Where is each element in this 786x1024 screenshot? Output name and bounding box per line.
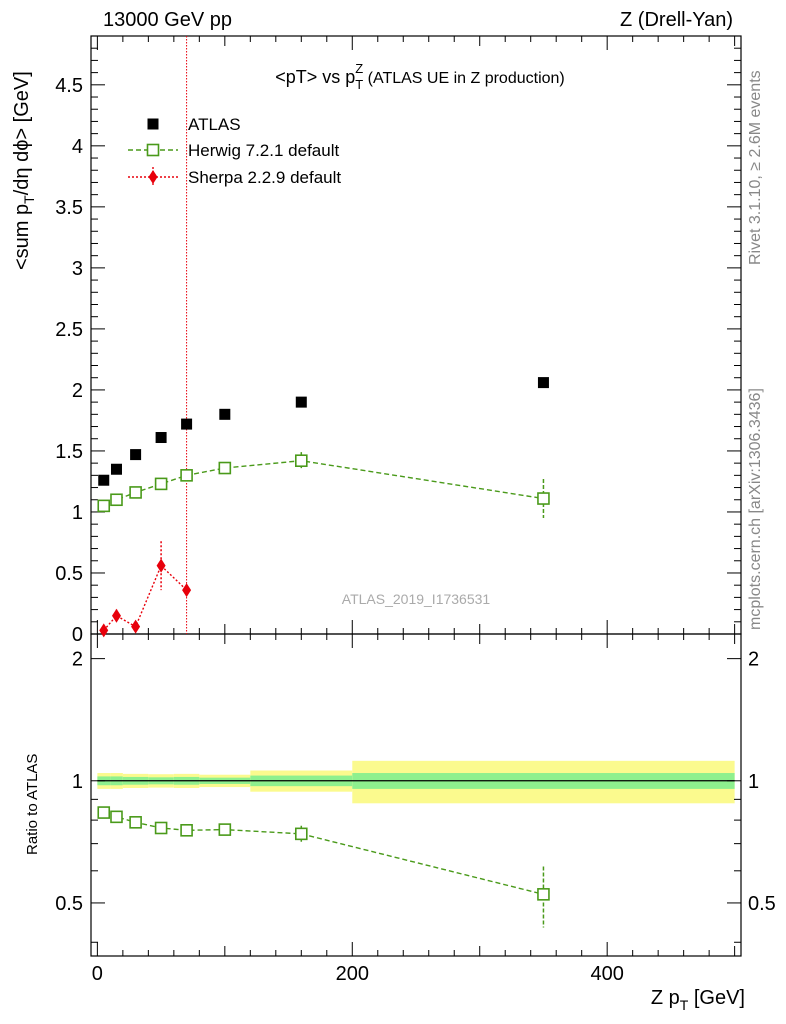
x-tick-label-400: 400 — [590, 963, 623, 985]
legend-label-1: Herwig 7.2.1 default — [188, 141, 339, 160]
mcplots-label: mcplots.cern.ch [arXiv:1306.3436] — [747, 388, 764, 630]
ratio-y-axis-label: Ratio to ATLAS — [24, 754, 41, 855]
header-right: Z (Drell-Yan) — [620, 9, 733, 31]
main-y-axis-label: <sum pT/dη dϕ> [GeV] — [11, 71, 37, 270]
legend-label-2: Sherpa 2.2.9 default — [188, 168, 341, 187]
ratio-herwig-point-6 — [294, 827, 308, 841]
header-left: 13000 GeV pp — [103, 9, 232, 31]
main-y-tick-label-1.5: 1.5 — [55, 441, 83, 463]
x-tick-label-200: 200 — [336, 963, 369, 985]
legend-marker-sherpa — [148, 170, 158, 184]
rivet-label: Rivet 3.1.10, ≥ 2.6M events — [747, 70, 764, 265]
atlas-point-7 — [537, 377, 549, 389]
ratio-herwig-line — [103, 811, 544, 896]
data-marks — [97, 36, 550, 928]
ratio-y-tick-label-right-0.5: 0.5 — [748, 893, 776, 915]
main-title-sup: Z — [355, 61, 363, 76]
herwig-point-6 — [294, 454, 308, 468]
legend-marker-atlas — [147, 118, 159, 130]
ratio-herwig-point-7 — [537, 888, 550, 901]
x-tick-label-0: 0 — [92, 963, 103, 985]
ratio-herwig-point-3 — [154, 821, 168, 835]
atlas-point-1 — [110, 463, 122, 475]
atlas-point-2 — [130, 449, 142, 461]
axis-ticks: 0 200 400 0 0.5 1 1.5 2 2.5 3 3.5 4 4.5 0.5 0.5 1 1 2 2 — [55, 35, 776, 985]
sherpa-point-1 — [111, 608, 121, 623]
ratio-bands — [97, 760, 735, 804]
main-y-tick-label-0.5: 0.5 — [55, 563, 83, 585]
legend-marker-herwig — [146, 143, 160, 157]
herwig-point-5 — [218, 461, 232, 475]
atlas-point-3 — [155, 432, 167, 444]
legend-label-0: ATLAS — [188, 115, 241, 134]
sherpa-point-2 — [131, 619, 141, 634]
x-label-sub: T — [680, 997, 689, 1013]
main-y-tick-label-1: 1 — [72, 502, 83, 524]
herwig-line — [103, 459, 544, 507]
ratio-herwig-point-0 — [97, 806, 111, 819]
ratio-y-tick-label-left-2: 2 — [72, 649, 83, 671]
x-axis-label: Z pT [GeV] — [651, 987, 745, 1013]
ratio-herwig-point-1 — [110, 810, 123, 824]
herwig-point-7 — [537, 492, 550, 505]
herwig-point-1 — [110, 493, 123, 507]
atlas-point-4 — [181, 418, 193, 430]
atlas-point-6 — [295, 396, 307, 408]
sherpa-point-0 — [99, 623, 109, 638]
main-y-tick-label-2: 2 — [72, 380, 83, 402]
ratio-y-tick-label-right-1: 1 — [748, 771, 759, 793]
ratio-y-tick-label-left-0.5: 0.5 — [55, 893, 83, 915]
ratio-y-tick-label-right-2: 2 — [748, 649, 759, 671]
x-label-part2: [GeV] — [688, 987, 745, 1009]
main-title-prefix: <pT> vs p — [275, 67, 355, 87]
main-y-tick-label-0: 0 — [72, 624, 83, 646]
herwig-point-4 — [180, 469, 193, 482]
watermark: ATLAS_2019_I1736531 — [342, 591, 491, 607]
main-y-tick-label-4.5: 4.5 — [55, 75, 83, 97]
ratio-herwig-point-2 — [129, 816, 142, 829]
main-y-label-part1: <sum p — [11, 204, 33, 270]
atlas-point-0 — [98, 474, 110, 486]
herwig-point-3 — [154, 477, 168, 491]
x-label-part1: Z p — [651, 987, 680, 1009]
main-title-suffix: (ATLAS UE in Z production) — [363, 70, 565, 87]
atlas-point-5 — [219, 408, 231, 420]
ratio-herwig-point-4 — [180, 824, 193, 837]
herwig-point-2 — [129, 486, 142, 499]
sherpa-point-3 — [156, 558, 166, 573]
main-title: <pT> vs pTZ (ATLAS UE in Z production) — [275, 61, 565, 92]
main-y-label-part2: /dη dϕ> [GeV] — [11, 71, 33, 195]
legend: ATLAS Herwig 7.2.1 default Sherpa 2.2.9 de… — [128, 115, 341, 187]
sherpa-point-4 — [182, 583, 192, 598]
main-y-tick-label-3.5: 3.5 — [55, 197, 83, 219]
herwig-point-0 — [97, 499, 111, 513]
ratio-plot-frame — [90, 633, 742, 957]
ratio-y-tick-label-left-1: 1 — [72, 771, 83, 793]
main-y-tick-label-4: 4 — [72, 136, 83, 158]
main-y-tick-label-2.5: 2.5 — [55, 319, 83, 341]
main-y-label-sub: T — [21, 195, 37, 204]
main-y-tick-label-3: 3 — [72, 258, 83, 280]
main-title-sub: T — [355, 77, 363, 92]
ratio-herwig-point-5 — [218, 823, 232, 836]
plot-frames — [90, 35, 742, 957]
